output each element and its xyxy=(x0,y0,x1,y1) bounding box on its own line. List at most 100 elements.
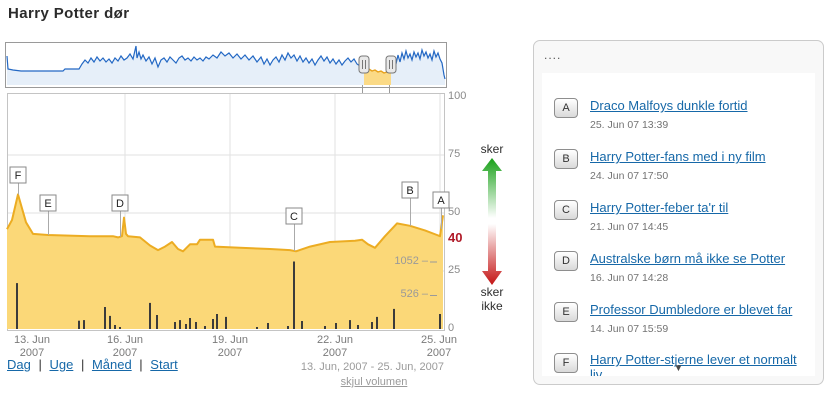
overview-handle-left[interactable] xyxy=(358,55,370,74)
news-panel: .... A Draco Malfoys dunkle fortid 25. Jun… xyxy=(533,40,824,385)
volume-bar xyxy=(78,320,80,329)
news-item-date: 25. Jun 07 13:39 xyxy=(590,119,669,131)
y-axis-label: 75 xyxy=(448,148,461,160)
event-marker-E[interactable]: E xyxy=(39,194,57,236)
volume-bar xyxy=(189,318,191,329)
svg-text:A: A xyxy=(437,195,445,207)
news-item: E Professor Dumbledore er blevet far 14. J… xyxy=(554,301,803,335)
news-item-link[interactable]: Harry Potter-feber ta'r til xyxy=(590,200,729,215)
event-marker-A[interactable]: A xyxy=(432,191,450,230)
news-item-link[interactable]: Harry Potter-fans med i ny film xyxy=(590,149,766,164)
volume-bar xyxy=(195,322,197,329)
news-list: A Draco Malfoys dunkle fortid 25. Jun 07 1… xyxy=(542,73,815,376)
volume-bar xyxy=(204,326,206,329)
volume-bar xyxy=(174,322,176,329)
range-connector-left xyxy=(362,85,363,93)
volume-axis-label: 1052 – xyxy=(394,254,428,267)
news-item-date: 14. Jun 07 15:59 xyxy=(590,323,669,335)
volume-bar xyxy=(149,302,151,329)
event-marker-D[interactable]: D xyxy=(111,194,129,237)
range-connector-right xyxy=(389,85,390,93)
svg-text:F: F xyxy=(15,170,22,182)
range-link-måned[interactable]: Måned xyxy=(91,357,132,372)
x-axis-label: 16. Jun 2007 xyxy=(90,334,160,360)
range-link-start[interactable]: Start xyxy=(150,357,178,372)
volume-bar xyxy=(216,314,218,329)
news-item: D Australske børn må ikke se Potter 16. Ju… xyxy=(554,250,803,284)
range-link-dag[interactable]: Dag xyxy=(7,357,31,372)
news-item-link[interactable]: Professor Dumbledore er blevet far xyxy=(590,302,793,317)
current-value-label: 40 xyxy=(448,230,463,245)
event-marker-F[interactable]: F xyxy=(9,166,27,195)
page-title: Harry Potter dør xyxy=(8,5,130,22)
volume-bar xyxy=(185,324,187,329)
volume-bar xyxy=(439,314,441,329)
volume-bar xyxy=(324,326,326,329)
gauge-arrows xyxy=(482,158,502,285)
down-arrow-icon xyxy=(482,224,502,285)
x-axis-label-line: 13. Jun xyxy=(13,334,51,346)
svg-text:C: C xyxy=(290,211,298,223)
y-axis-label: 50 xyxy=(448,206,461,218)
volume-bar xyxy=(287,326,289,329)
news-item-link[interactable]: Harry Potter-stjerne lever et normalt li… xyxy=(590,352,797,376)
news-item: A Draco Malfoys dunkle fortid 25. Jun 07 1… xyxy=(554,97,803,131)
volume-bar xyxy=(256,327,258,329)
overview-chart[interactable] xyxy=(5,42,447,88)
x-axis-label: 25. Jun 2007 xyxy=(404,334,474,360)
volume-bar xyxy=(109,315,111,329)
volume-bar xyxy=(119,327,121,329)
news-item-link[interactable]: Draco Malfoys dunkle fortid xyxy=(590,98,748,113)
x-axis-label: 22. Jun 2007 xyxy=(300,334,370,360)
range-link-separator: | xyxy=(77,357,88,372)
price-line xyxy=(6,193,444,253)
y-axis-label: 0 xyxy=(448,322,455,334)
volume-bar xyxy=(114,325,116,329)
news-panel-body: A Draco Malfoys dunkle fortid 25. Jun 07 1… xyxy=(542,73,815,376)
x-axis-label-line: 25. Jun xyxy=(420,334,458,346)
volume-bar xyxy=(393,308,395,329)
main-chart[interactable]: A B C D E F xyxy=(6,93,477,335)
x-axis-label-line: 2007 xyxy=(217,347,243,359)
news-item-badge: E xyxy=(554,302,578,322)
news-item-badge: D xyxy=(554,251,578,271)
scroll-down-icon[interactable]: ▼ xyxy=(673,363,684,374)
x-axis-label-line: 16. Jun xyxy=(106,334,144,346)
volume-axis-label: 526 – xyxy=(400,288,428,301)
volume-bar xyxy=(357,325,359,329)
gauge-up-label: sker xyxy=(480,142,504,156)
y-axis-label: 100 xyxy=(448,90,467,102)
volume-bar xyxy=(293,261,295,329)
news-header-dots: .... xyxy=(544,48,562,62)
event-marker-B[interactable]: B xyxy=(401,181,419,226)
range-link-uge[interactable]: Uge xyxy=(49,357,74,372)
date-range-label: 13. Jun, 2007 - 25. Jun, 2007 xyxy=(300,361,444,373)
range-link-separator: | xyxy=(34,357,46,372)
volume-bar xyxy=(371,322,373,329)
event-marker-C[interactable]: C xyxy=(285,207,303,251)
volume-bar xyxy=(104,307,106,329)
volume-bar xyxy=(301,321,303,329)
news-item-date: 16. Jun 07 14:28 xyxy=(590,272,669,284)
news-item-link[interactable]: Australske børn må ikke se Potter xyxy=(590,251,786,266)
overview-area xyxy=(7,46,445,85)
volume-bar xyxy=(16,283,18,329)
news-item: C Harry Potter-feber ta'r til 21. Jun 07 1… xyxy=(554,199,803,233)
x-axis-label-line: 22. Jun xyxy=(316,334,354,346)
news-item-badge: F xyxy=(554,353,578,373)
x-axis-label: 19. Jun 2007 xyxy=(195,334,265,360)
news-item-badge: A xyxy=(554,98,578,118)
gauge-down-label: sker ikke xyxy=(480,285,504,313)
x-axis-label-line: 2007 xyxy=(426,347,452,359)
volume-bar xyxy=(349,320,351,329)
volume-bar xyxy=(212,319,214,329)
volume-bar xyxy=(225,316,227,329)
news-item-badge: B xyxy=(554,149,578,169)
hide-volume-link[interactable]: skjul volumen xyxy=(340,376,408,388)
overview-handle-right[interactable] xyxy=(385,55,397,74)
news-item-date: 21. Jun 07 14:45 xyxy=(590,221,669,233)
x-axis-label-line: 2007 xyxy=(19,347,45,359)
range-selector: Dag | Uge | Måned | Start xyxy=(7,357,178,372)
x-axis-label: 13. Jun 2007 xyxy=(0,334,67,360)
